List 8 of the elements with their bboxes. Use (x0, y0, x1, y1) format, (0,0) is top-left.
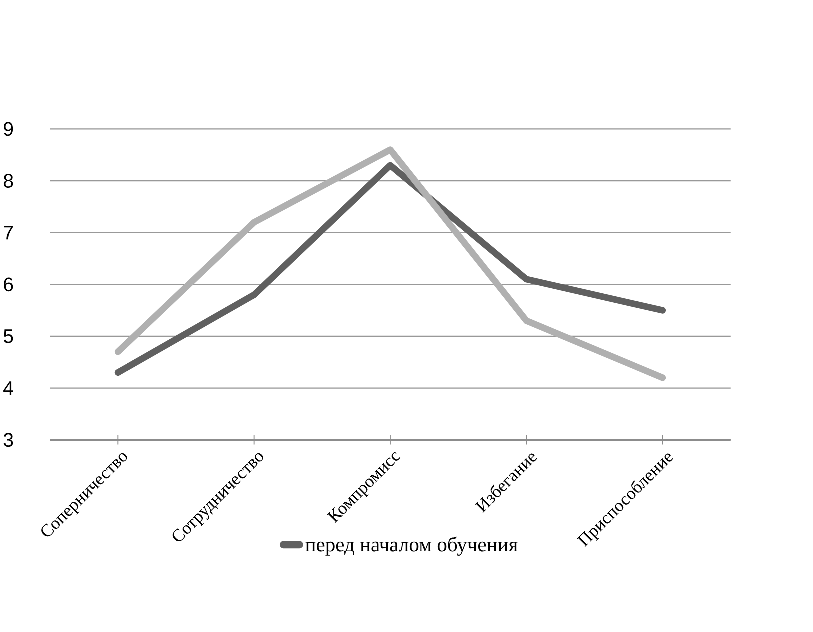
y-tick-label: 5 (4, 330, 14, 344)
y-tick-label: 9 (4, 122, 14, 136)
y-tick-label: 8 (4, 174, 14, 188)
legend-label: перед началом обучения (306, 536, 518, 556)
y-tick-label: 3 (4, 433, 14, 448)
y-tick-label: 4 (4, 382, 14, 395)
y-tick-label: 6 (4, 278, 14, 292)
y-tick-label: 7 (4, 226, 14, 240)
